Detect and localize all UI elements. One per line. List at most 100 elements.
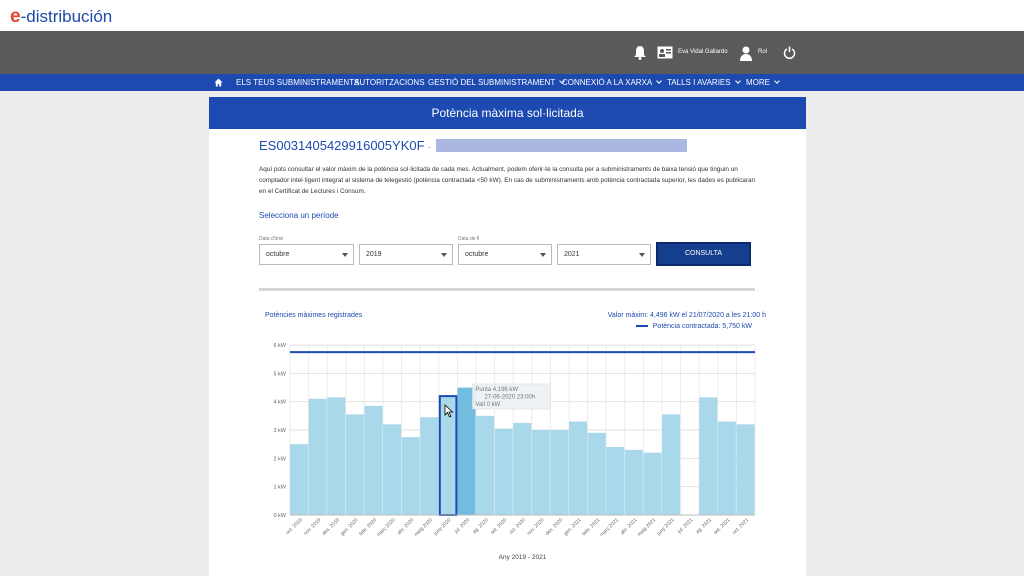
caret-down-icon	[342, 253, 348, 257]
bar[interactable]	[327, 397, 346, 515]
x-tick-label: març 2021	[599, 517, 620, 538]
x-tick-label: jul. 2020	[453, 517, 471, 535]
x-tick-label: març 2020	[376, 517, 397, 538]
bar[interactable]	[531, 430, 550, 515]
bar[interactable]	[457, 387, 476, 515]
chevron-down-icon	[656, 78, 663, 84]
bar[interactable]	[438, 396, 457, 515]
nav-item-more[interactable]: MORE	[746, 78, 780, 87]
nav-item-gestio[interactable]: GESTIÓ DEL SUBMINISTRAMENT	[428, 78, 566, 87]
logo-bar: e-distribución	[0, 0, 1024, 31]
nav-item-autoritzacions[interactable]: AUTORITZACIONS	[354, 78, 425, 87]
bar[interactable]	[476, 415, 495, 515]
end-date-label: Data de fi	[458, 236, 480, 242]
nav-item-talls[interactable]: TALLS I AVARIES	[667, 78, 741, 87]
chart-max-value: Valor màxim: 4,496 kW el 21/07/2020 a le…	[607, 312, 766, 319]
start-date-label: Data d'inici	[259, 236, 284, 242]
supply-address-redacted	[436, 139, 687, 152]
x-tick-label: ag. 2020	[472, 517, 490, 535]
page-title: Potència màxima sol·licitada	[209, 97, 806, 129]
x-tick-label: oct. 2019	[285, 517, 304, 536]
caret-down-icon	[639, 253, 645, 257]
start-year-select[interactable]: 2019	[359, 244, 453, 265]
x-tick-label: nov. 2019	[303, 517, 323, 537]
x-tick-label: juny 2021	[655, 517, 675, 537]
bar[interactable]	[364, 405, 383, 515]
main-nav: ELS TEUS SUBMINISTRAMENTS AUTORITZACIONS…	[0, 74, 1024, 91]
top-bar: Eva Vidal Gallardo Rol	[0, 31, 1024, 74]
x-tick-label: set. 2021	[713, 517, 732, 536]
bar[interactable]	[494, 428, 513, 515]
x-tick-label: des. 2019	[321, 517, 341, 537]
x-tick-label: jul. 2021	[676, 517, 694, 535]
x-tick-label: maig 2020	[413, 517, 434, 538]
y-tick-label: 5 kW	[273, 371, 286, 377]
supply-id: ES0031405429916005YK0F -	[259, 138, 432, 153]
bar[interactable]	[290, 444, 309, 515]
bar[interactable]	[550, 430, 569, 515]
tooltip-line: Punta 4,196 kW	[475, 387, 518, 393]
bar[interactable]	[662, 414, 681, 515]
bar[interactable]	[383, 424, 402, 515]
tooltip-box	[472, 383, 551, 410]
cursor-icon	[444, 404, 454, 418]
bar[interactable]	[569, 421, 588, 516]
id-card-icon[interactable]	[657, 46, 673, 59]
nav-item-connexio[interactable]: CONNEXIÓ A LA XARXA	[562, 78, 663, 87]
role-user-icon[interactable]	[739, 45, 755, 61]
bar[interactable]	[606, 447, 625, 515]
y-tick-label: 2 kW	[273, 456, 286, 462]
x-tick-label: set. 2020	[490, 517, 509, 536]
tooltip-line: Vall 0 kW	[475, 402, 500, 408]
bell-icon[interactable]	[633, 45, 647, 60]
role-label[interactable]: Rol	[758, 49, 768, 55]
x-tick-label: oct. 2021	[731, 517, 750, 536]
user-name[interactable]: Eva Vidal Gallardo	[678, 49, 728, 55]
y-tick-label: 1 kW	[273, 485, 286, 491]
nav-item-subministraments[interactable]: ELS TEUS SUBMINISTRAMENTS	[236, 78, 360, 87]
y-tick-label: 3 kW	[273, 428, 286, 434]
y-tick-label: 0 kW	[273, 513, 286, 519]
x-axis-label: Any 2019 - 2021	[499, 554, 547, 561]
y-tick-label: 4 kW	[273, 400, 286, 406]
bar[interactable]	[587, 432, 606, 515]
chart-legend: Potència contractada: 5,750 kW	[635, 323, 752, 330]
x-tick-label: ag. 2021	[695, 517, 713, 535]
section-divider	[259, 288, 755, 291]
bar[interactable]	[345, 414, 364, 515]
bar[interactable]	[699, 397, 718, 515]
x-tick-label: juny 2020	[432, 517, 452, 537]
tooltip-line: 27-06-2020 23:00h	[484, 395, 535, 401]
x-tick-label: gen. 2021	[563, 517, 583, 537]
chevron-down-icon	[734, 78, 741, 84]
bar[interactable]	[624, 449, 643, 515]
bar[interactable]	[308, 398, 327, 515]
bar[interactable]	[717, 421, 736, 516]
caret-down-icon	[540, 253, 546, 257]
consulta-button[interactable]: CONSULTA	[656, 242, 751, 266]
x-tick-label: des. 2020	[544, 517, 564, 537]
end-year-select[interactable]: 2021	[557, 244, 651, 265]
content-panel: Potència màxima sol·licitada ES003140542…	[209, 97, 806, 576]
bar[interactable]	[736, 424, 755, 515]
intro-text: Aquí pots consultar el valor màxim de la…	[259, 166, 756, 195]
power-icon[interactable]	[783, 46, 796, 59]
x-tick-label: oct. 2020	[508, 517, 527, 536]
bar[interactable]	[420, 417, 439, 515]
legend-swatch	[635, 325, 648, 328]
chart-title: Potències màximes registrades	[265, 312, 363, 319]
bar[interactable]	[513, 422, 532, 515]
home-icon[interactable]	[214, 78, 223, 87]
bar[interactable]	[401, 437, 420, 515]
chevron-down-icon	[774, 78, 780, 84]
brand-logo[interactable]: e-distribución	[10, 6, 113, 27]
start-month-select[interactable]: octubre	[259, 244, 354, 265]
bar[interactable]	[643, 452, 662, 515]
x-tick-label: maig 2021	[636, 517, 657, 538]
x-tick-label: nov. 2020	[526, 517, 546, 537]
x-tick-label: gen. 2020	[340, 517, 360, 537]
select-period-heading: Selecciona un període	[259, 211, 339, 220]
end-month-select[interactable]: octubre	[458, 244, 552, 265]
caret-down-icon	[441, 253, 447, 257]
